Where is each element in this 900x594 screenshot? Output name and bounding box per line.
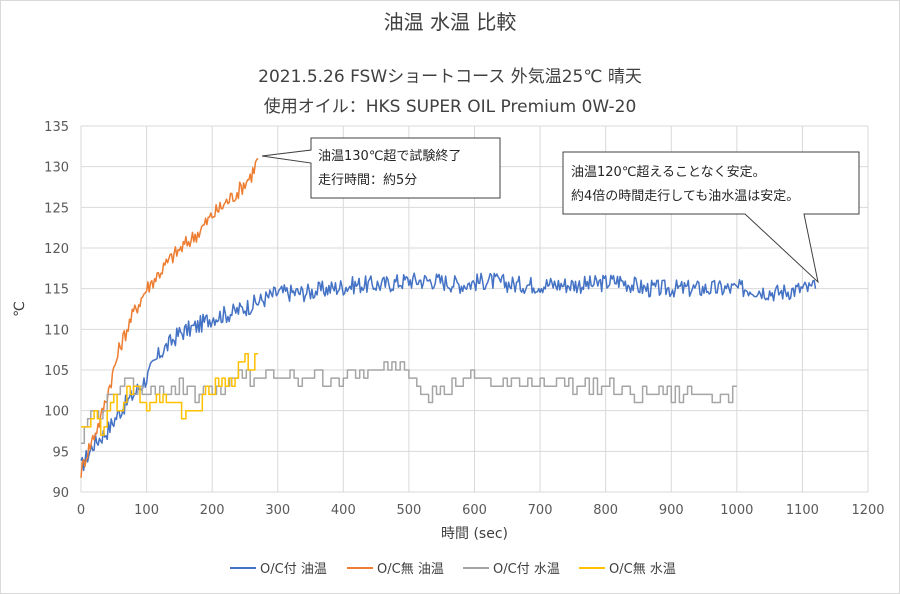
legend-label: O/C無 油温 <box>377 562 444 577</box>
x-tick-label: 0 <box>77 503 85 518</box>
series-line <box>80 272 817 472</box>
y-tick-label: 105 <box>44 364 69 379</box>
callout-test-end-text: 油温130℃超で試験終了 <box>318 148 461 164</box>
x-tick-label: 600 <box>462 503 487 518</box>
callout-stable-text: 油温120℃超えることなく安定。 <box>571 165 766 180</box>
chart-subtitle-line-1: 2021.5.26 FSWショートコース 外気温25℃ 晴天 <box>258 67 642 87</box>
y-tick-label: 125 <box>44 201 69 216</box>
legend-label: O/C無 水温 <box>609 562 676 577</box>
x-tick-label: 1000 <box>720 503 753 518</box>
x-tick-label: 400 <box>331 503 356 518</box>
y-tick-label: 135 <box>44 120 69 135</box>
x-tick-label: 300 <box>265 503 290 518</box>
y-tick-label: 100 <box>44 405 69 420</box>
y-tick-label: 95 <box>52 445 69 460</box>
y-axis-title: ℃ <box>12 301 28 317</box>
x-tick-label: 500 <box>397 503 422 518</box>
x-tick-label: 1200 <box>851 503 884 518</box>
series-line <box>80 157 259 478</box>
y-tick-label: 130 <box>44 161 69 176</box>
x-tick-label: 800 <box>593 503 618 518</box>
y-tick-label: 120 <box>44 242 69 257</box>
callout-test-end-text: 走行時間：約5分 <box>318 173 417 188</box>
legend-label: O/C付 油温 <box>260 562 327 577</box>
x-tick-label: 100 <box>134 503 159 518</box>
x-tick-label: 200 <box>200 503 225 518</box>
x-tick-label: 700 <box>528 503 553 518</box>
x-tick-label: 900 <box>659 503 684 518</box>
callout-stable <box>562 151 860 284</box>
x-tick-label: 1100 <box>786 503 819 518</box>
y-tick-label: 90 <box>52 486 69 501</box>
legend-label: O/C付 水温 <box>493 562 560 577</box>
callout-test-end <box>261 137 501 199</box>
callout-stable-text: 約4倍の時間走行しても油水温は安定。 <box>571 189 799 204</box>
y-tick-label: 110 <box>44 323 69 338</box>
chart-subtitle-line-2: 使用オイル：HKS SUPER OIL Premium 0W-20 <box>263 97 637 117</box>
series-line <box>81 361 737 444</box>
x-axis-title: 時間 (sec) <box>441 526 508 542</box>
series-line <box>81 352 259 436</box>
y-tick-label: 115 <box>44 283 69 298</box>
chart-title: 油温 水温 比較 <box>383 10 517 34</box>
